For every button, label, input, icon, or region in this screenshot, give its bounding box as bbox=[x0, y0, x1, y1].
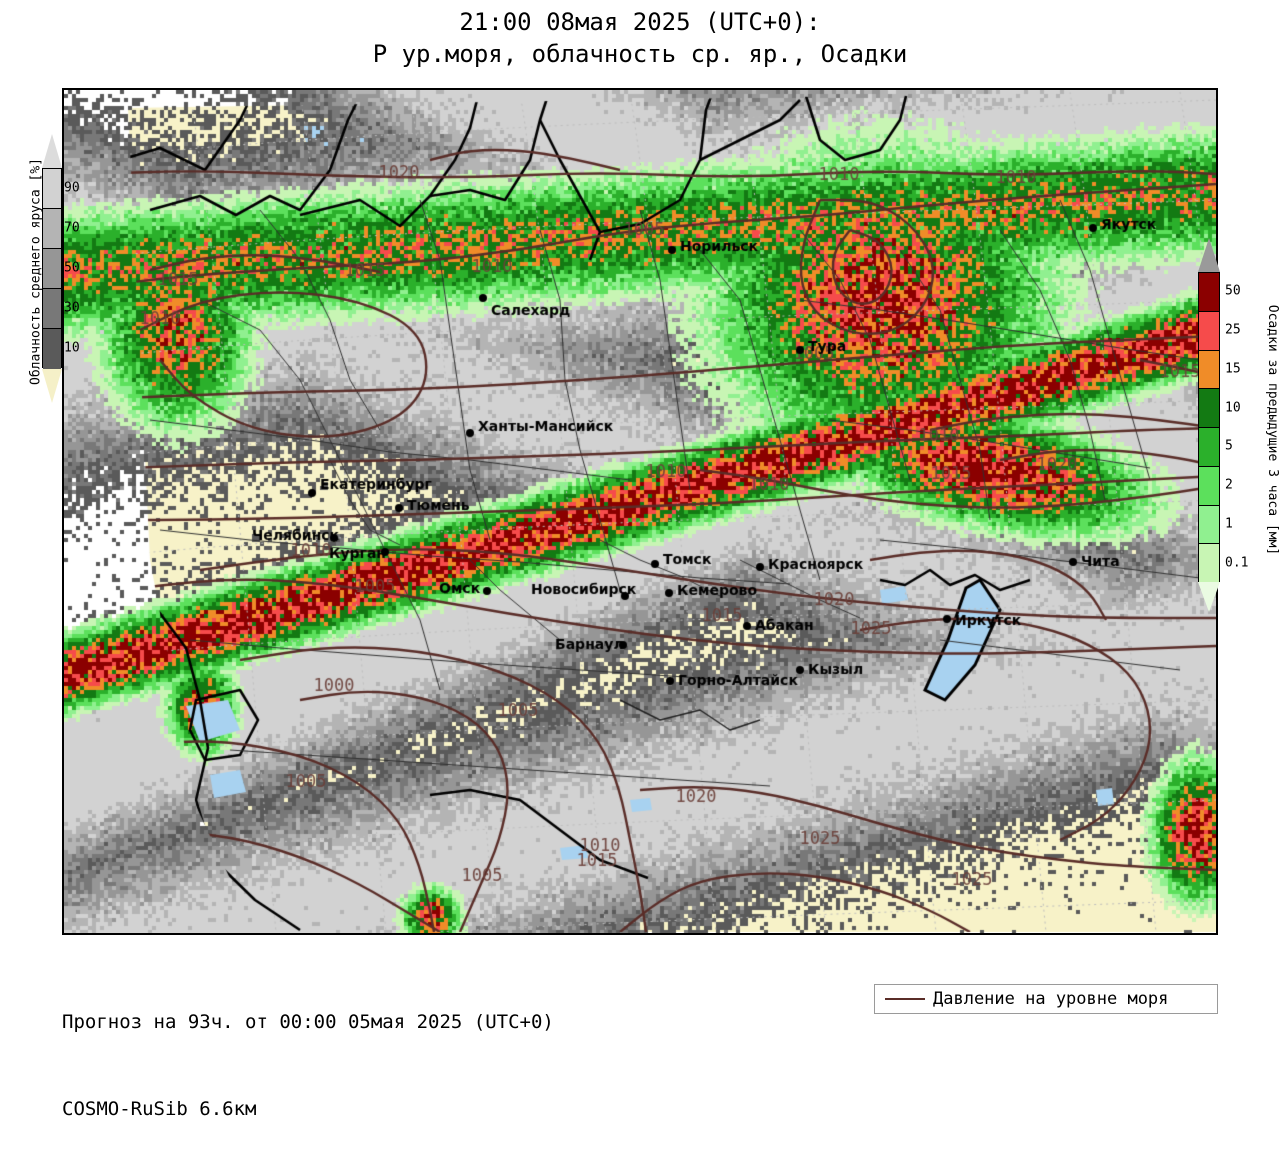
precip-colorbar-segment bbox=[1199, 466, 1219, 506]
cloud-colorbar-ticks: 90 70 50 30 10 bbox=[58, 168, 98, 368]
cloud-colorbar-tick: 70 bbox=[64, 220, 80, 236]
precip-colorbar-tick: 10 bbox=[1225, 400, 1241, 416]
cloud-colorbar-tick: 90 bbox=[64, 180, 80, 196]
chart-title: 21:00 08мая 2025 (UTC+0): P ур.моря, обл… bbox=[0, 6, 1280, 70]
cloud-colorbar-segment bbox=[43, 289, 61, 329]
precip-colorbar-tick: 5 bbox=[1225, 438, 1233, 454]
precip-colorbar-segment bbox=[1199, 389, 1219, 428]
title-datetime: 21:00 08мая 2025 (UTC+0): bbox=[459, 8, 821, 36]
precip-colorbar-segment bbox=[1199, 350, 1219, 390]
precipitation-colorbar: 50 25 15 10 5 2 1 0.1 bbox=[1196, 230, 1280, 630]
cloud-colorbar-segment bbox=[43, 169, 61, 209]
cloud-colorbar-tick: 50 bbox=[64, 260, 80, 276]
cloud-colorbar-segment bbox=[43, 209, 61, 249]
pressure-legend-box: Давление на уровне моря bbox=[874, 984, 1218, 1014]
cloud-cover-colorbar: Облачность среднего яруса [%] 90 70 50 30 10 bbox=[0, 120, 80, 550]
title-fields: P ур.моря, облачность ср. яр., Осадки bbox=[372, 40, 908, 68]
cloud-colorbar-tick: 10 bbox=[64, 340, 80, 356]
weather-map[interactable] bbox=[62, 88, 1218, 935]
precip-colorbar-segment bbox=[1199, 505, 1219, 545]
forecast-info: Прогноз на 93ч. от 00:00 05мая 2025 (UTC… bbox=[62, 1011, 554, 1033]
cloud-colorbar-segment bbox=[43, 249, 61, 289]
cloud-colorbar-under-arrow bbox=[42, 369, 62, 403]
precip-colorbar-tick: 15 bbox=[1225, 361, 1241, 377]
cloud-colorbar-segment bbox=[43, 329, 61, 369]
precip-colorbar-segment bbox=[1199, 428, 1219, 467]
precip-colorbar-tick: 2 bbox=[1225, 477, 1233, 493]
cloud-colorbar-bar bbox=[42, 168, 62, 369]
model-info: COSMO-RuSib 6.6км bbox=[62, 1098, 257, 1120]
precip-colorbar-tick: 0.1 bbox=[1225, 555, 1249, 571]
precip-colorbar-tick: 25 bbox=[1225, 322, 1241, 338]
precip-colorbar-bar bbox=[1198, 272, 1220, 583]
precip-colorbar-ticks: 50 25 15 10 5 2 1 0.1 bbox=[1220, 272, 1270, 582]
cloud-colorbar-over-arrow bbox=[42, 134, 62, 168]
precip-colorbar-over-arrow bbox=[1198, 238, 1220, 272]
precip-colorbar-segment bbox=[1199, 311, 1219, 351]
precip-colorbar-title: Осадки за предыдущие 3 часа [мм] bbox=[1265, 304, 1280, 556]
precip-colorbar-tick: 50 bbox=[1225, 283, 1241, 299]
precip-colorbar-segment bbox=[1199, 544, 1219, 583]
precip-colorbar-tick: 1 bbox=[1225, 516, 1233, 532]
cloud-colorbar-tick: 30 bbox=[64, 300, 80, 316]
precip-colorbar-segment bbox=[1199, 273, 1219, 312]
precip-colorbar-under-arrow bbox=[1198, 582, 1220, 612]
pressure-line-swatch bbox=[885, 998, 925, 1000]
map-canvas[interactable] bbox=[64, 90, 1216, 933]
footer: Прогноз на 93ч. от 00:00 05мая 2025 (UTC… bbox=[62, 950, 554, 1153]
pressure-legend-label: Давление на уровне моря bbox=[933, 989, 1169, 1009]
